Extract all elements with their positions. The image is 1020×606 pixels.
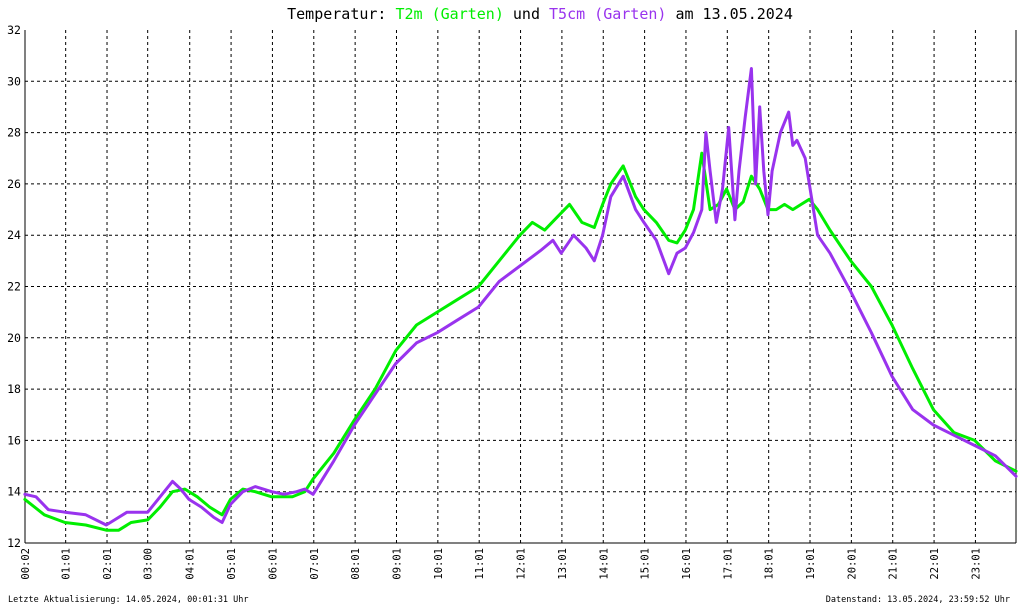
x-tick-label: 17:01 [722, 548, 734, 580]
title-prefix: Temperatur: [287, 5, 386, 23]
x-tick-label: 05:01 [226, 548, 238, 580]
x-tick-label: 19:01 [805, 548, 817, 580]
y-tick-label: 26 [7, 177, 21, 191]
x-axis-ticks: 00:02 01:01 02:01 03:00 04:01 05:01 06:01 07:01… [20, 548, 982, 580]
x-tick-label: 06:01 [267, 548, 279, 580]
x-tick-label: 20:01 [846, 548, 858, 580]
x-tick-label: 03:00 [143, 548, 155, 580]
y-axis-ticks: 12 14 16 18 20 22 24 26 28 30 32 [7, 23, 21, 550]
x-tick-label: 01:01 [61, 548, 73, 580]
x-tick-label: 15:01 [640, 548, 652, 580]
x-tick-label: 22:01 [929, 548, 941, 580]
chart-title: Temperatur: T2m (Garten) und T5cm (Garte… [287, 5, 793, 23]
y-tick-label: 18 [7, 382, 21, 396]
title-suffix: am 13.05.2024 [675, 5, 792, 23]
x-tick-label: 23:01 [970, 548, 982, 580]
y-tick-label: 28 [7, 126, 21, 140]
x-tick-label: 08:01 [350, 548, 362, 580]
footer-last-update: Letzte Aktualisierung: 14.05.2024, 00:01… [8, 595, 249, 605]
y-tick-label: 22 [7, 280, 21, 294]
x-tick-label: 21:01 [888, 548, 900, 580]
grid-lines [25, 30, 1016, 543]
y-tick-label: 24 [7, 228, 21, 242]
series-line-t5cm [23, 67, 1018, 527]
y-tick-label: 20 [7, 331, 21, 345]
y-tick-label: 12 [7, 536, 21, 550]
x-tick-label: 10:01 [433, 548, 445, 580]
x-tick-label: 07:01 [309, 548, 321, 580]
title-series-1: T2m (Garten) [396, 5, 504, 23]
plot-frame [24, 30, 1017, 544]
y-tick-label: 16 [7, 433, 21, 447]
y-tick-label: 14 [7, 485, 21, 499]
x-tick-label: 00:02 [20, 548, 32, 580]
x-tick-label: 13:01 [557, 548, 569, 580]
title-connector: und [513, 5, 540, 23]
x-tick-label: 18:01 [764, 548, 776, 580]
x-tick-label: 14:01 [598, 548, 610, 580]
x-tick-label: 04:01 [185, 548, 197, 580]
series-layer [23, 67, 1018, 532]
x-tick-label: 11:01 [474, 548, 486, 580]
series-line-t2m [23, 151, 1018, 532]
x-tick-label: 02:01 [102, 548, 114, 580]
footer-data-timestamp: Datenstand: 13.05.2024, 23:59:52 Uhr [826, 595, 1010, 605]
x-tick-label: 16:01 [681, 548, 693, 580]
x-tick-label: 12:01 [516, 548, 528, 580]
title-series-2: T5cm (Garten) [549, 5, 666, 23]
y-tick-label: 30 [7, 74, 21, 88]
x-tick-label: 09:01 [391, 548, 403, 580]
y-tick-label: 32 [7, 23, 21, 37]
